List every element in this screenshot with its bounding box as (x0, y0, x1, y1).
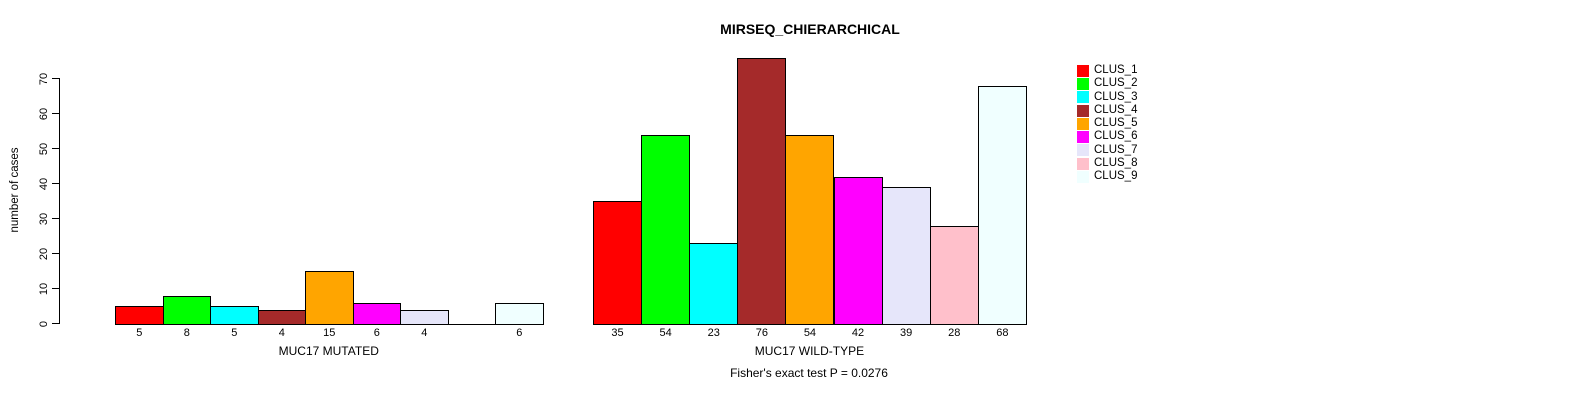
y-tick-label: 10 (38, 282, 50, 295)
legend-swatch (1077, 131, 1089, 144)
y-axis-tick (52, 288, 59, 289)
group-label: MUC17 WILD-TYPE (754, 344, 865, 358)
legend-label: CLUS_8 (1094, 157, 1138, 170)
bar (881, 186, 931, 325)
y-tick-label: 50 (38, 142, 50, 155)
bar-value-label: 42 (851, 327, 865, 339)
bar (737, 57, 787, 325)
legend-swatch (1077, 144, 1089, 157)
y-axis-tick (52, 253, 59, 254)
bar (495, 302, 544, 325)
bar-value-label: 54 (659, 327, 672, 339)
bar-value-label: 5 (136, 327, 143, 339)
bar-value-label: 28 (948, 327, 961, 339)
legend-label: CLUS_4 (1094, 103, 1138, 116)
legend-item: CLUS_9 (1077, 170, 1138, 184)
legend-label: CLUS_5 (1094, 117, 1138, 130)
y-axis-tick (52, 113, 59, 114)
bar (929, 225, 979, 325)
bar (641, 134, 691, 325)
y-tick-label: 40 (38, 177, 50, 190)
fisher-test-annotation: Fisher's exact test P = 0.0276 (730, 366, 888, 380)
legend-item: CLUS_7 (1077, 144, 1137, 157)
legend-swatch (1077, 104, 1089, 117)
legend-swatch (1077, 157, 1089, 170)
y-tick-label: 70 (38, 72, 50, 85)
legend-label: CLUS_1 (1094, 64, 1138, 76)
bar (833, 176, 883, 325)
y-tick-label: 0 (38, 320, 50, 327)
bar (977, 85, 1027, 325)
y-axis-tick (52, 148, 59, 149)
legend-swatch (1077, 64, 1089, 77)
bar-zero-baseline (447, 323, 496, 325)
y-axis-tick (52, 183, 59, 184)
legend-item: CLUS_4 (1077, 104, 1137, 117)
bar (210, 305, 259, 325)
legend-label: CLUS_2 (1094, 77, 1138, 90)
bar-value-label: 6 (373, 327, 380, 339)
legend: CLUS_1 CLUS_2 CLUS_3 CLUS_4 CLUS_5 CLUS_6 CLUS… (1077, 64, 1137, 184)
legend-swatch (1077, 77, 1089, 90)
bar (115, 305, 164, 325)
group-label: MUC17 MUTATED (278, 344, 379, 358)
y-axis-tick (52, 218, 59, 219)
legend-swatch (1077, 117, 1089, 130)
legend-label: CLUS_6 (1094, 130, 1138, 143)
legend-label: CLUS_3 (1094, 90, 1138, 103)
bar (785, 134, 835, 325)
bar (689, 242, 739, 325)
legend-label: CLUS_7 (1094, 143, 1138, 156)
bar-value-label: 4 (421, 327, 428, 339)
bar-value-label: 4 (278, 327, 285, 339)
y-tick-label: 20 (38, 247, 50, 260)
legend-swatch (1077, 171, 1089, 184)
legend-item: CLUS_2 (1077, 77, 1137, 90)
legend-item: CLUS_8 (1077, 157, 1137, 170)
legend-item: CLUS_6 (1077, 130, 1138, 144)
legend-swatch (1077, 91, 1089, 104)
bar-value-label: 35 (611, 327, 624, 339)
y-tick-label: 30 (38, 212, 50, 225)
legend-item: CLUS_3 (1077, 91, 1137, 104)
bar-value-label: 76 (755, 327, 768, 339)
bar (162, 295, 211, 325)
bar-value-label: 5 (231, 327, 238, 339)
bar-value-label: 54 (803, 327, 817, 339)
y-tick-label: 60 (38, 107, 50, 120)
bar-value-label: 68 (996, 327, 1009, 339)
bar (400, 309, 449, 325)
bar-value-label: 23 (707, 327, 720, 339)
y-axis-line (59, 78, 60, 324)
bar (593, 200, 643, 325)
y-axis-tick (52, 78, 59, 79)
bar (305, 270, 354, 325)
bar (352, 302, 401, 325)
bar-value-label: 15 (323, 327, 336, 339)
chart-title: MIRSEQ_CHIERARCHICAL (720, 21, 900, 37)
legend-item: CLUS_1 (1077, 64, 1137, 77)
bar-value-label: 6 (516, 327, 523, 339)
legend-label: CLUS_9 (1094, 170, 1138, 183)
bar-value-label: 39 (900, 327, 913, 339)
bar-value-label: 8 (183, 327, 190, 339)
bar (257, 309, 306, 325)
legend-item: CLUS_5 (1077, 117, 1137, 130)
y-axis-tick (52, 323, 59, 324)
